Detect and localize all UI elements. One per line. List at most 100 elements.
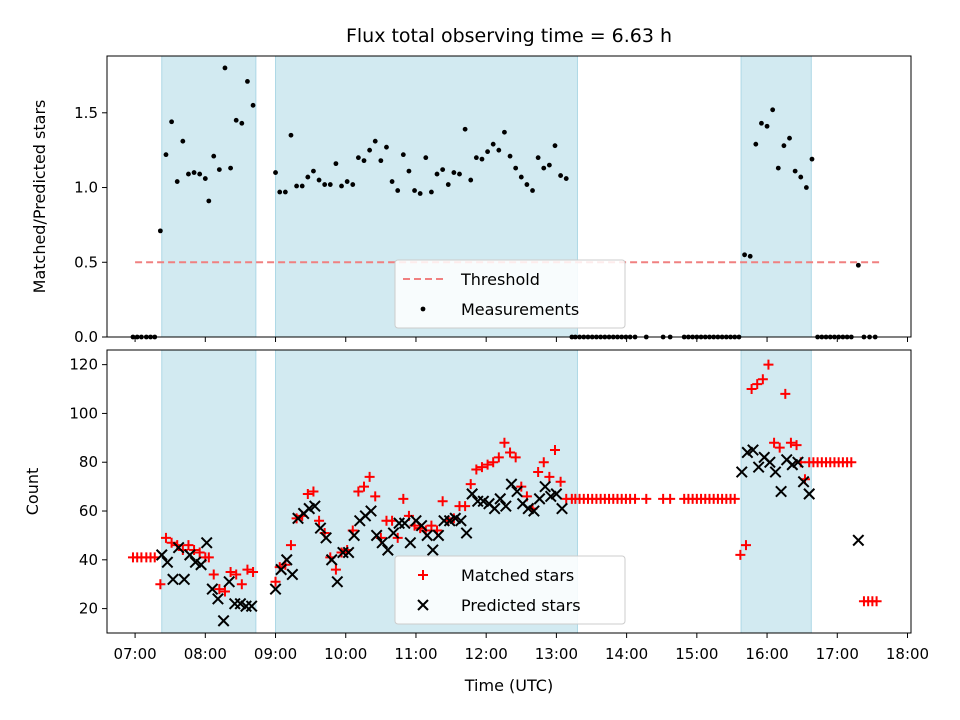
measurement-point — [770, 107, 776, 113]
predicted-stars-point — [365, 505, 377, 517]
predicted-stars-point — [752, 461, 765, 474]
measurement-point — [541, 165, 547, 171]
shaded-interval — [161, 55, 257, 338]
measurement-point — [206, 198, 212, 204]
measurement-point — [327, 182, 333, 187]
predicted-stars-point — [245, 600, 258, 613]
measurement-point — [169, 119, 175, 125]
matched-stars-point — [460, 501, 471, 512]
predicted-stars-point — [852, 534, 865, 547]
matched-stars-point — [555, 476, 566, 487]
legend-predicted-swatch — [417, 599, 429, 611]
matched-stars-point — [358, 481, 369, 492]
predicted-stars-point — [280, 553, 293, 566]
x-tick-label: 09:00 — [254, 645, 297, 663]
predicted-stars-point — [511, 485, 523, 498]
measurement-point — [530, 188, 535, 193]
measurement-point — [787, 135, 792, 141]
measurement-point — [305, 174, 311, 180]
x-tick-label: 16:00 — [745, 645, 788, 663]
legend-label: Threshold — [460, 270, 540, 289]
predicted-stars-point — [415, 519, 428, 532]
measurement-point — [563, 176, 569, 181]
matched-stars-point — [641, 493, 652, 504]
x-tick-label: 14:00 — [605, 645, 648, 663]
legend: Matched stars Predicted stars — [394, 555, 626, 625]
measurement-point — [400, 152, 406, 158]
predicted-stars-point — [398, 517, 411, 530]
matched-stars-point — [488, 457, 499, 468]
matched-stars-point — [493, 452, 504, 463]
x-tick-label: 07:00 — [113, 645, 156, 663]
measurement-point — [406, 168, 412, 174]
measurement-point — [412, 188, 417, 193]
matched-stars-point — [370, 491, 381, 502]
measurement-point — [288, 132, 294, 138]
measurement-point — [457, 171, 462, 177]
y-tick-label: 120 — [69, 356, 98, 374]
matched-stars-point — [231, 569, 242, 580]
matched-stars-point — [437, 496, 448, 507]
predicted-stars-point — [308, 500, 321, 513]
measurement-point — [423, 155, 429, 161]
predicted-stars-point — [797, 475, 810, 488]
predicted-stars-point — [275, 563, 288, 576]
measurement-point — [239, 120, 245, 126]
y-tick-label: 0.5 — [74, 253, 98, 271]
matched-stars-point — [846, 457, 857, 468]
measurement-point — [186, 171, 191, 177]
x-tick-label: 18:00 — [886, 645, 929, 663]
y-axis-title: Count — [23, 468, 42, 516]
predicted-stars-point — [387, 527, 400, 539]
measurement-point — [311, 168, 316, 174]
measurement-point — [157, 228, 163, 234]
x-tick-label: 12:00 — [465, 645, 508, 663]
plot-frame — [106, 349, 912, 634]
shaded-interval — [161, 349, 257, 634]
x-tick-label: 13:00 — [535, 645, 578, 663]
measurement-point — [222, 65, 228, 71]
predicted-stars-point — [421, 529, 434, 542]
matched-stars-point — [214, 584, 225, 595]
measurement-point — [378, 158, 384, 164]
measurement-point — [395, 188, 401, 193]
measurement-point — [250, 102, 256, 108]
legend-box — [394, 555, 626, 625]
matched-stars-point — [538, 457, 549, 468]
predicted-stars-point — [769, 466, 782, 478]
measurement-point — [434, 171, 440, 177]
predicted-stars-point — [183, 549, 196, 561]
predicted-stars-point — [223, 575, 236, 588]
matched-stars-point — [155, 579, 166, 590]
measurement-point — [372, 138, 378, 144]
measurement-point — [299, 183, 305, 189]
matched-stars-point — [740, 540, 751, 551]
matched-stars-point — [549, 445, 560, 456]
measurement-point — [191, 170, 197, 175]
predicted-stars-point — [556, 502, 568, 515]
legend-box — [394, 259, 626, 329]
matched-stars-point — [285, 540, 296, 551]
measurement-point — [273, 170, 278, 175]
matched-stars-point — [225, 567, 236, 578]
matched-stars-point — [510, 452, 521, 463]
measurement-point — [277, 189, 283, 195]
measurement-point — [361, 158, 367, 164]
matched-stars-point — [780, 388, 791, 399]
predicted-stars-point — [432, 529, 445, 542]
x-tick-label: 15:00 — [675, 645, 718, 663]
y-tick-label: 20 — [79, 600, 98, 618]
matched-stars-point — [482, 459, 493, 470]
matched-stars-point — [236, 579, 247, 590]
predicted-stars-point — [466, 488, 479, 500]
predicted-stars-point — [539, 480, 552, 493]
predicted-stars-point — [286, 568, 299, 581]
predicted-stars-point — [195, 558, 208, 571]
measurement-point — [792, 168, 798, 174]
measurement-point — [211, 153, 217, 159]
measurement-point — [552, 143, 558, 149]
predicted-stars-point — [381, 544, 394, 556]
y-tick-label: 1.0 — [74, 179, 98, 197]
predicted-stars-point — [370, 529, 383, 542]
predicted-stars-point — [348, 529, 361, 542]
